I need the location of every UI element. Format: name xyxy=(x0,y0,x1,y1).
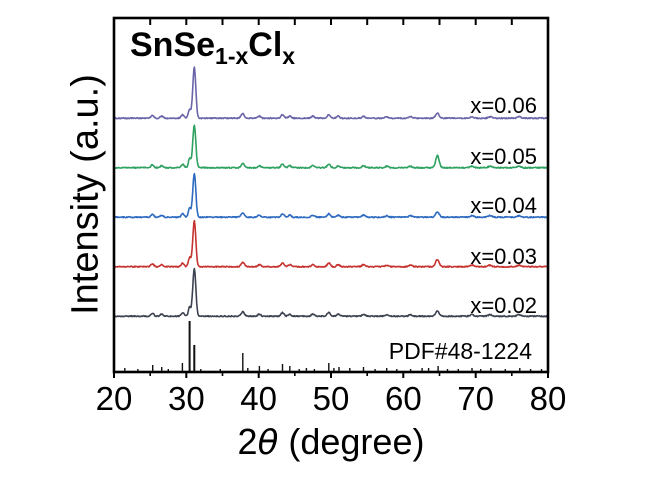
trace-x002 xyxy=(113,267,549,318)
x-axis-title: 2θ (degree) xyxy=(114,421,548,463)
y-axis-title: Intensity (a.u.) xyxy=(64,74,107,315)
x-tick-label-80: 80 xyxy=(529,380,567,417)
x-axis-title-suffix: (degree) xyxy=(278,421,425,462)
x-axis-title-prefix: 2 xyxy=(237,421,258,462)
formula-sub2: x xyxy=(282,42,296,69)
trace-x004 xyxy=(113,172,549,219)
theta-symbol: θ xyxy=(257,423,279,463)
trace-x006 xyxy=(113,66,549,120)
x-tick-label-30: 30 xyxy=(167,380,205,417)
series-label-x002: x=0.02 xyxy=(470,293,537,318)
x-tick-label-40: 40 xyxy=(240,380,278,417)
series-label-x004: x=0.04 xyxy=(470,193,537,218)
formula-base1: SnSe xyxy=(130,26,216,64)
trace-x003 xyxy=(113,219,549,269)
x-tick-label-60: 60 xyxy=(384,380,422,417)
formula-base2: Cl xyxy=(248,26,283,64)
series-label-x003: x=0.03 xyxy=(470,244,537,269)
plot-frame xyxy=(112,16,550,374)
x-tick-label-70: 70 xyxy=(457,380,495,417)
formula-sub1: 1-x xyxy=(215,42,249,69)
plot-title-formula: SnSe1-xClx xyxy=(130,26,295,67)
series-label-x006: x=0.06 xyxy=(470,93,537,118)
x-tick-label-20: 20 xyxy=(95,380,133,417)
x-tick-label-50: 50 xyxy=(312,380,350,417)
trace-x005 xyxy=(113,124,549,169)
reference-pdf-label: PDF#48-1224 xyxy=(388,338,532,364)
series-label-x005: x=0.05 xyxy=(470,144,537,169)
